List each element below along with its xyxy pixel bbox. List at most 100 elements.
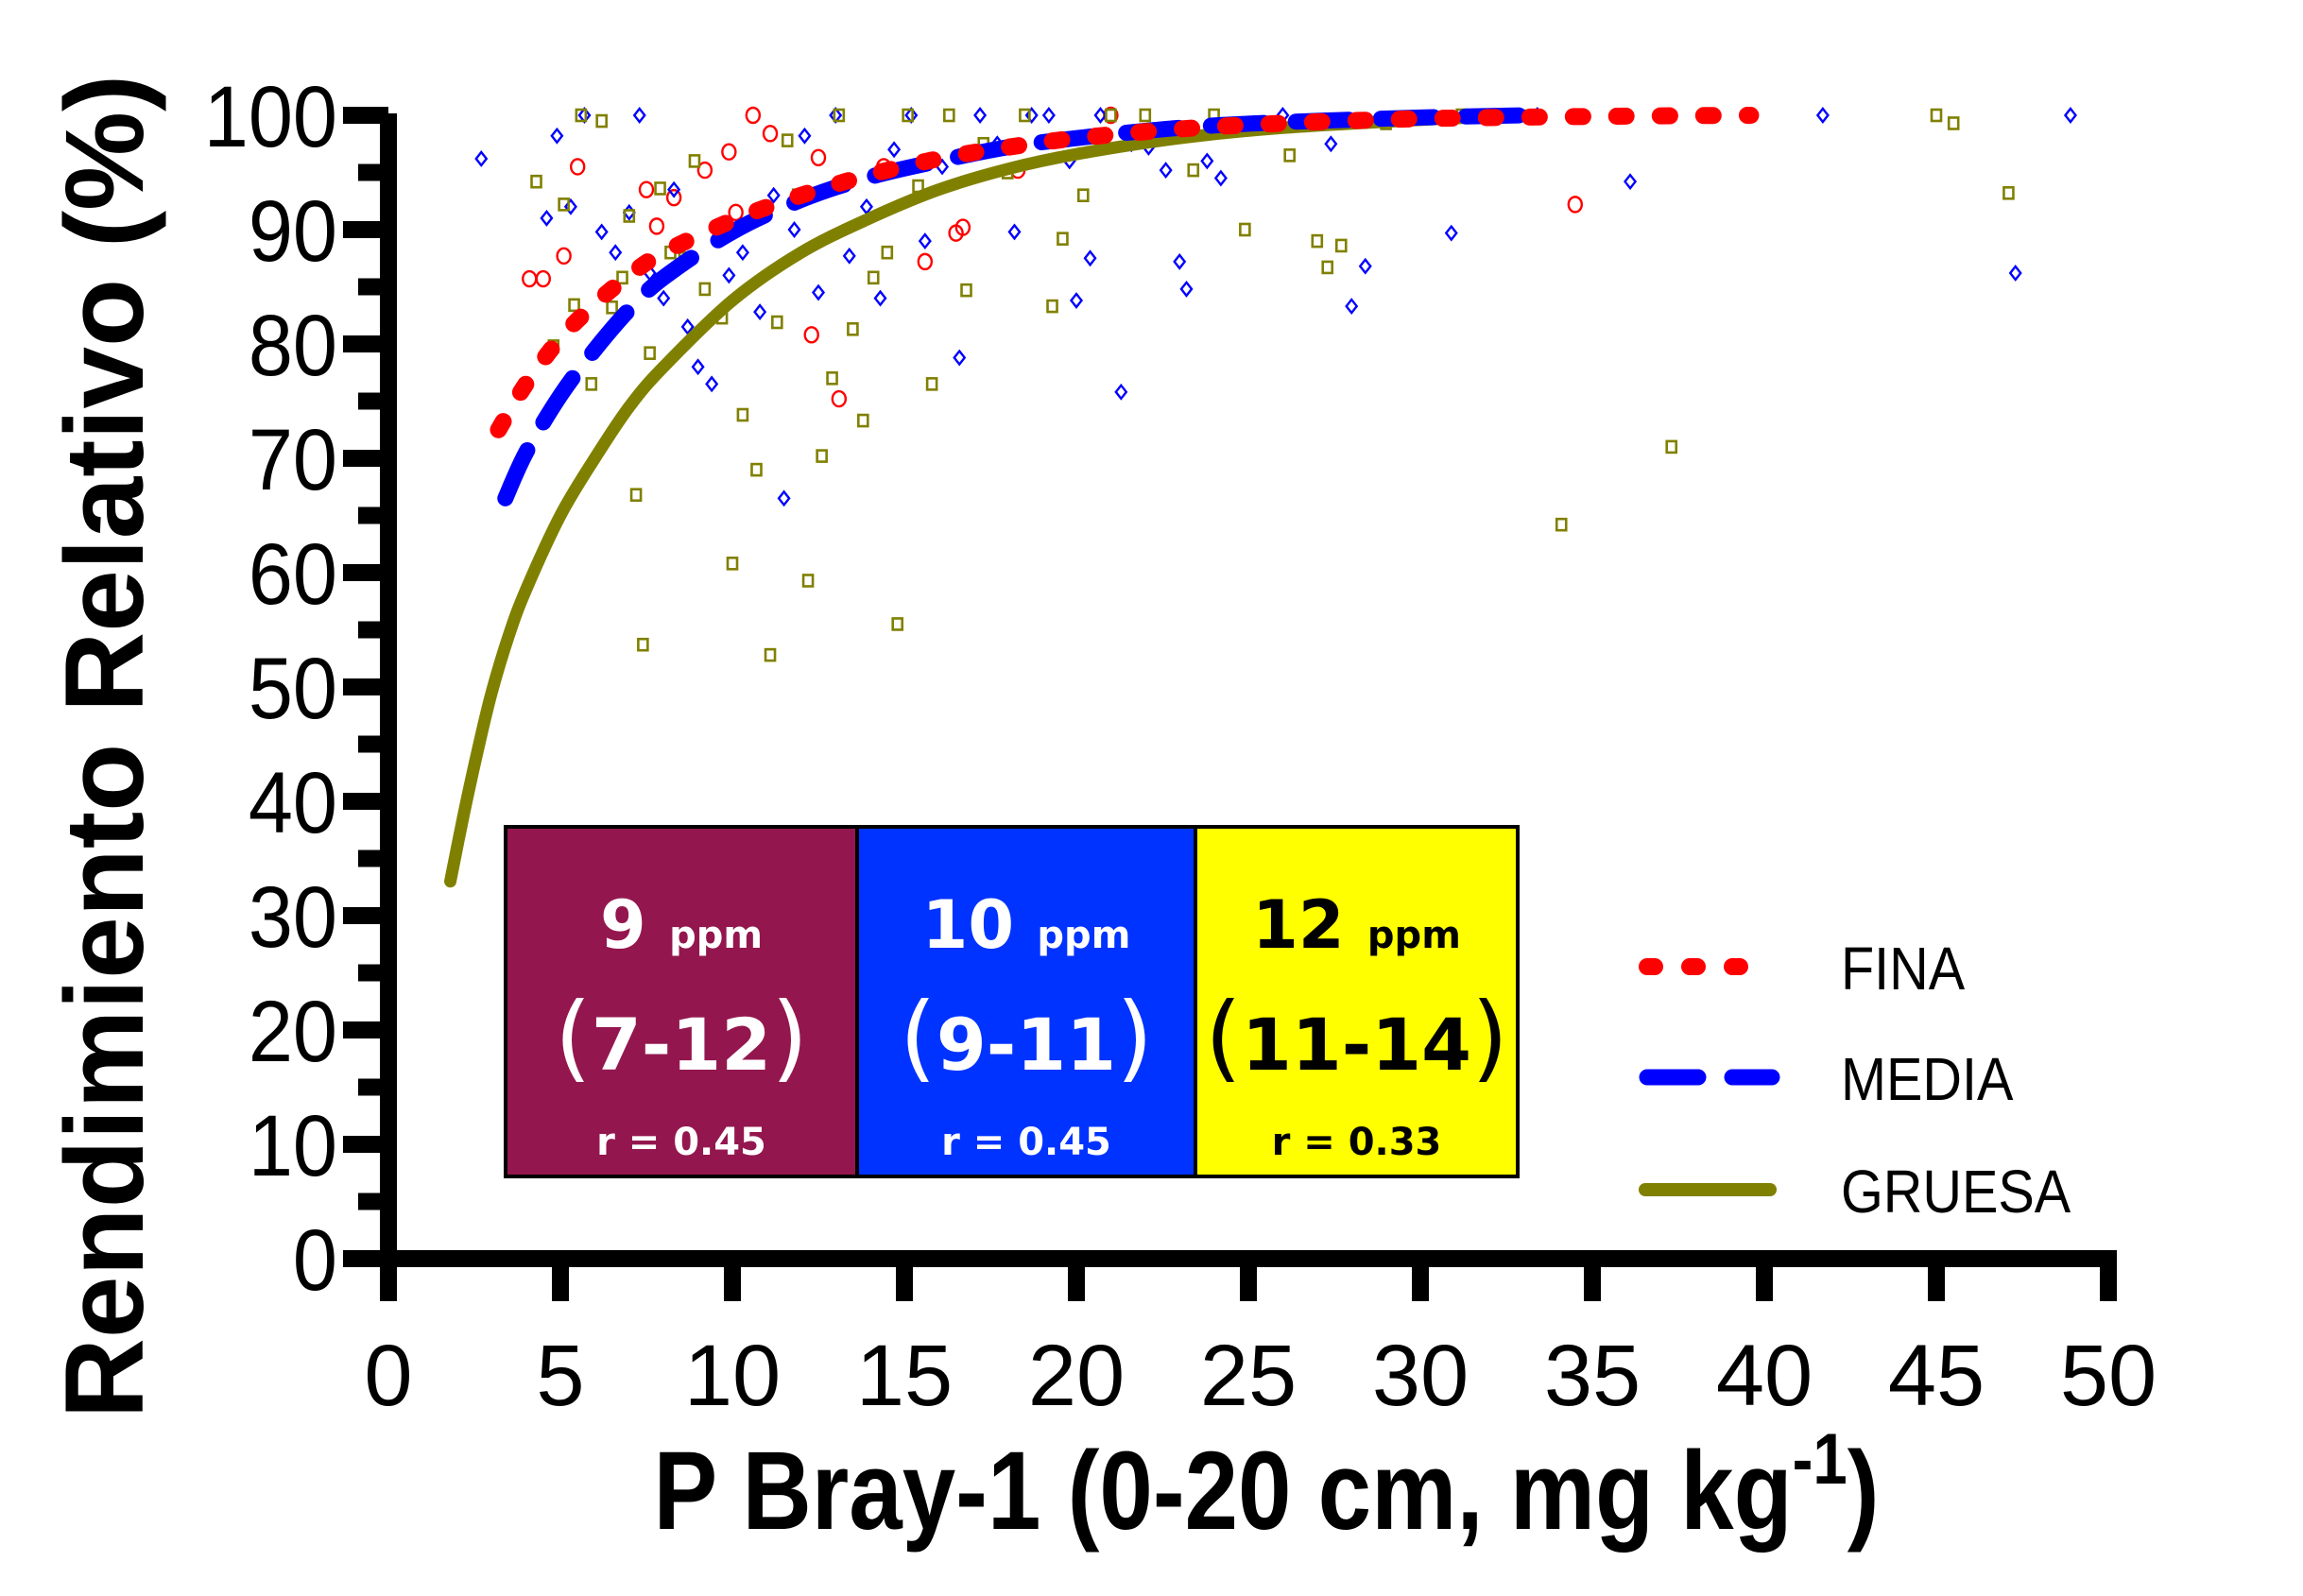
data-point <box>745 106 762 125</box>
data-point <box>753 303 767 321</box>
data-point <box>826 370 838 386</box>
fit-curves <box>444 107 1760 888</box>
data-point <box>2002 185 2015 200</box>
data-point <box>1173 252 1187 270</box>
range-values: 7-12 <box>592 1003 771 1087</box>
correlation-r: r = 0.33 <box>1272 1121 1442 1164</box>
data-point <box>973 107 988 124</box>
data-point <box>1345 298 1359 316</box>
data-point <box>563 197 577 215</box>
data-point <box>867 270 880 285</box>
x-axis-title: P Bray-1 (0-20 cm, mg kg-1) <box>653 1419 1879 1553</box>
data-point <box>1213 169 1228 187</box>
data-point <box>728 203 744 222</box>
x-tick-label: 5 <box>536 1328 584 1424</box>
data-point <box>1283 148 1296 163</box>
y-tick-label: 50 <box>249 640 337 737</box>
data-point <box>522 269 538 288</box>
data-point <box>632 107 646 124</box>
data-point <box>811 283 826 301</box>
data-point <box>1041 107 1056 124</box>
data-point <box>1334 238 1348 253</box>
data-point <box>833 108 846 123</box>
data-point <box>680 317 695 335</box>
threshold-number: 10 <box>922 886 1038 964</box>
fit-curve-media <box>497 107 1532 506</box>
data-point <box>953 349 967 367</box>
x-tick-label: 45 <box>1888 1328 1985 1424</box>
close-paren: ) <box>1116 982 1153 1092</box>
data-point <box>568 298 580 313</box>
legend-item-gruesa: GRUESA <box>1639 1158 2071 1226</box>
data-point <box>1019 108 1031 123</box>
data-point <box>1444 224 1458 242</box>
data-point <box>1103 106 1119 125</box>
x-tick-label: 10 <box>684 1328 781 1424</box>
x-axis-title-superscript: -1 <box>1793 1419 1848 1500</box>
data-point <box>1076 188 1090 202</box>
data-point <box>781 133 794 147</box>
data-point <box>637 637 649 652</box>
y-tick-label: 20 <box>249 983 337 1080</box>
threshold-value: 12 ppm <box>1252 886 1461 964</box>
data-point <box>873 289 887 307</box>
data-point <box>736 407 749 422</box>
x-tick-label: 40 <box>1716 1328 1813 1424</box>
correlation-r: r = 0.45 <box>596 1121 766 1164</box>
data-point <box>847 321 859 336</box>
data-point <box>766 186 781 204</box>
threshold-range: (9-11) <box>900 982 1153 1092</box>
data-point <box>2008 265 2022 282</box>
close-paren: ) <box>1471 982 1508 1092</box>
x-tick-label: 25 <box>1200 1328 1297 1424</box>
data-point <box>1093 107 1108 124</box>
y-tick-label: 60 <box>249 525 337 623</box>
x-tick-label: 50 <box>2060 1328 2157 1424</box>
data-point <box>902 108 914 123</box>
data-point <box>891 617 904 631</box>
x-tick-label: 30 <box>1372 1328 1469 1424</box>
data-point <box>1815 107 1830 124</box>
y-tick-label: 90 <box>249 182 337 280</box>
data-point <box>726 557 739 571</box>
open-paren: ( <box>900 982 937 1092</box>
data-point <box>595 113 608 129</box>
threshold-number: 9 <box>600 886 669 964</box>
threshold-unit: ppm <box>1367 914 1461 957</box>
threshold-unit: ppm <box>1037 914 1130 957</box>
x-tick-label: 15 <box>856 1328 953 1424</box>
data-point <box>606 300 618 315</box>
threshold-unit: ppm <box>669 914 763 957</box>
data-point <box>1057 232 1069 246</box>
data-point <box>558 197 570 212</box>
data-point <box>1665 439 1678 455</box>
data-point <box>1105 108 1117 123</box>
data-point <box>1114 383 1128 401</box>
data-point <box>1187 163 1200 178</box>
data-point <box>594 223 609 241</box>
data-point <box>954 218 971 236</box>
threshold-number: 12 <box>1252 886 1367 964</box>
data-point <box>1024 107 1039 124</box>
threshold-value: 9 ppm <box>600 886 763 964</box>
data-point <box>665 188 682 207</box>
data-point <box>644 346 656 360</box>
y-tick-label: 100 <box>204 68 337 165</box>
data-point <box>925 377 938 391</box>
range-values: 11-14 <box>1242 1003 1471 1087</box>
threshold-range: (11-14) <box>1205 982 1508 1092</box>
data-point <box>764 647 777 662</box>
data-point <box>1069 292 1084 309</box>
correlation-r: r = 0.45 <box>941 1121 1111 1164</box>
data-point <box>1555 517 1568 532</box>
data-point <box>570 158 586 176</box>
y-tick-label: 40 <box>249 754 337 851</box>
data-point <box>810 148 827 166</box>
data-point <box>918 232 932 250</box>
data-point <box>1239 222 1251 237</box>
fit-curve-gruesa <box>444 109 1530 888</box>
data-point <box>575 108 588 123</box>
threshold-box-fina: 9 ppm(7-12)r = 0.45 <box>504 825 859 1178</box>
legend-label: FINA <box>1841 935 1966 1002</box>
data-point <box>1321 260 1334 275</box>
